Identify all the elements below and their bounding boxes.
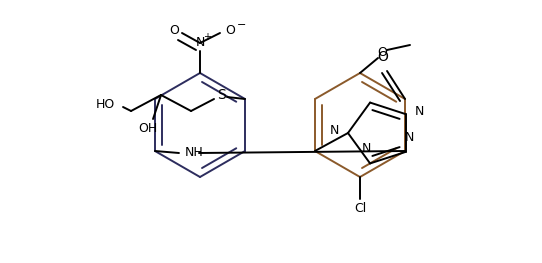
Text: O: O [169,23,179,37]
Text: O: O [378,50,389,64]
Text: N: N [405,131,415,144]
Text: NH: NH [185,146,204,159]
Text: Cl: Cl [354,203,366,215]
Text: O: O [377,47,387,59]
Text: OH: OH [138,122,158,134]
Text: O: O [225,24,235,38]
Text: HO: HO [95,99,115,112]
Text: +: + [203,32,211,42]
Text: −: − [237,20,247,30]
Text: N: N [362,143,371,155]
Text: N: N [195,37,205,49]
Text: N: N [415,105,424,118]
Text: N: N [330,124,339,136]
Text: S: S [217,88,225,102]
